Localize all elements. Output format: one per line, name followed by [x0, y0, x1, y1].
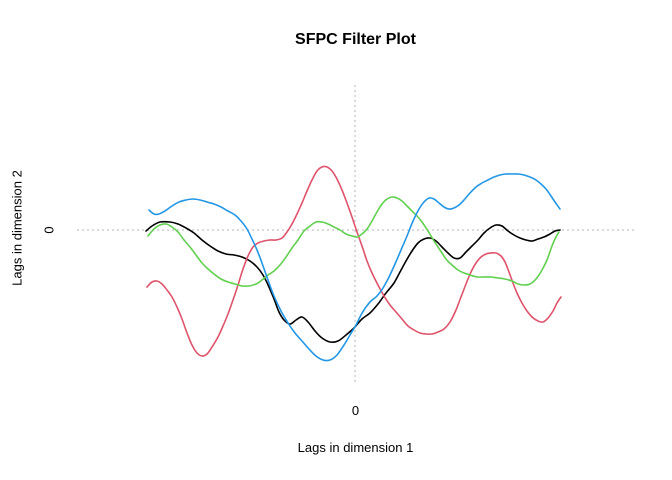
x-axis-tick-zero: 0	[351, 403, 360, 418]
y-axis-tick-zero: 0	[41, 226, 57, 234]
x-axis-label: Lags in dimension 1	[297, 440, 414, 455]
filter-curve-black	[145, 220, 561, 344]
y-axis-label: Lags in dimension 2	[9, 170, 25, 286]
filter-curve-green	[147, 196, 560, 288]
chart-title: SFPC Filter Plot	[295, 31, 416, 48]
filter-curve-red	[146, 165, 562, 357]
filter-curve-blue	[148, 173, 561, 362]
